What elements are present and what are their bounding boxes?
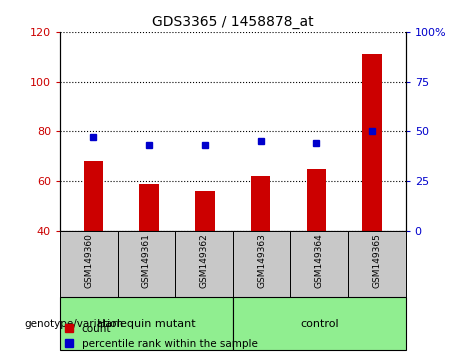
Bar: [83, 161, 103, 331]
Title: GDS3365 / 1458878_at: GDS3365 / 1458878_at: [152, 16, 313, 29]
Bar: [233, 297, 406, 350]
Text: GSM149360: GSM149360: [84, 233, 93, 288]
Text: GSM149363: GSM149363: [257, 233, 266, 288]
Text: genotype/variation: genotype/variation: [24, 319, 124, 329]
Bar: [307, 169, 326, 331]
Bar: [60, 297, 233, 350]
Bar: [195, 191, 215, 331]
Bar: [251, 176, 271, 331]
Bar: [233, 231, 290, 297]
Bar: [118, 231, 175, 297]
Bar: [60, 231, 118, 297]
Bar: [348, 231, 406, 297]
Text: GSM149361: GSM149361: [142, 233, 151, 288]
Legend: count, percentile rank within the sample: count, percentile rank within the sample: [65, 324, 258, 349]
Text: Harlequin mutant: Harlequin mutant: [97, 319, 195, 329]
Text: GSM149362: GSM149362: [200, 233, 208, 288]
Bar: [175, 231, 233, 297]
Bar: [139, 184, 159, 331]
Bar: [290, 231, 348, 297]
Bar: [362, 54, 382, 331]
Text: GSM149365: GSM149365: [372, 233, 381, 288]
Text: control: control: [300, 319, 338, 329]
Text: GSM149364: GSM149364: [315, 233, 324, 288]
